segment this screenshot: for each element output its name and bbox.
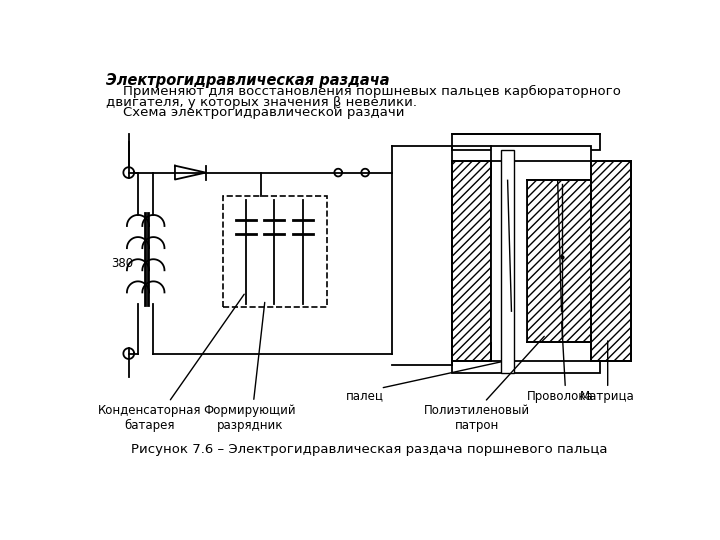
Bar — [222, 195, 327, 307]
Bar — [527, 180, 590, 342]
Bar — [452, 161, 490, 361]
Text: 380: 380 — [111, 257, 133, 270]
Text: Полиэтиленовый
патрон: Полиэтиленовый патрон — [424, 403, 530, 431]
Bar — [490, 180, 527, 342]
Bar — [590, 161, 631, 361]
Text: Конденсаторная
батарея: Конденсаторная батарея — [98, 403, 202, 431]
Text: палец: палец — [346, 390, 384, 403]
Text: Схема электрогидравлической раздачи: Схема электрогидравлической раздачи — [106, 106, 404, 119]
Bar — [452, 134, 600, 150]
Bar — [501, 150, 514, 373]
Text: Проволока: Проволока — [526, 390, 593, 403]
Text: Рисунок 7.6 – Электрогидравлическая раздача поршневого пальца: Рисунок 7.6 – Электрогидравлическая разд… — [131, 443, 607, 456]
Text: Электрогидравлическая раздача: Электрогидравлическая раздача — [106, 72, 390, 87]
Bar — [490, 146, 590, 161]
Text: Матрица: Матрица — [580, 390, 635, 403]
Text: Применяют для восстановления поршневых пальцев карбюраторного: Применяют для восстановления поршневых п… — [106, 85, 621, 98]
Text: Формирующий
разрядник: Формирующий разрядник — [203, 403, 296, 431]
Bar — [452, 361, 600, 373]
Text: двигателя, у которых значения β невелики.: двигателя, у которых значения β невелики… — [106, 96, 417, 109]
